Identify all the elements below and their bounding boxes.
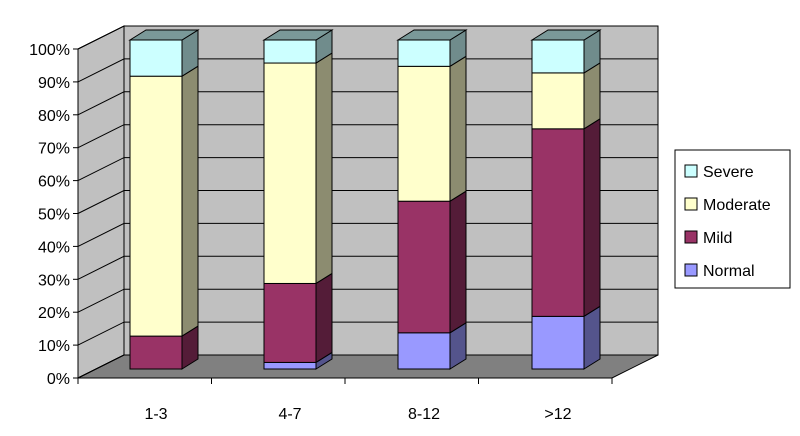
legend-label: Mild <box>703 230 732 247</box>
gridline <box>77 91 658 116</box>
bar-front <box>263 39 317 64</box>
bar-front <box>531 39 585 74</box>
bar-front <box>263 62 317 284</box>
x-tick-label: 8-12 <box>408 406 440 423</box>
legend-label: Moderate <box>703 197 771 214</box>
bar-segment-moderate <box>263 52 333 285</box>
bar-top <box>128 29 200 41</box>
gridline <box>77 25 658 50</box>
bar-front <box>263 361 317 370</box>
bar-top <box>530 29 602 41</box>
gridline <box>77 157 658 182</box>
bar-front <box>263 282 317 363</box>
bar-segment-normal <box>397 321 467 370</box>
bar-front <box>397 332 451 370</box>
gridline <box>77 124 658 149</box>
legend-swatch <box>684 263 698 277</box>
bar-front <box>531 128 585 317</box>
bar-segment-normal <box>531 305 601 370</box>
bar-side <box>315 52 333 285</box>
bar-segment-mild <box>263 272 333 364</box>
bar-segment-mild <box>397 190 467 334</box>
legend-item: Moderate <box>684 197 771 214</box>
bar-front <box>129 75 183 337</box>
bar-stack <box>262 29 334 370</box>
y-tick-label: 40% <box>38 239 70 256</box>
bar-stack <box>530 29 602 370</box>
axes <box>73 48 613 384</box>
legend-item: Normal <box>684 263 755 280</box>
y-axis-tick-labels: 0% 10% 20% 30% 40% 50% 60% 70% 80% 90% 100% <box>29 42 70 388</box>
x-axis-tick-labels: 1-3 4-7 8-12 >12 <box>144 406 571 423</box>
y-tick-label: 60% <box>38 174 70 191</box>
y-tick-label: 80% <box>38 108 70 125</box>
gridline <box>77 288 658 313</box>
x-tick-label: 1-3 <box>144 406 167 423</box>
gridline <box>77 190 658 214</box>
bar-front <box>531 72 585 130</box>
bar-side <box>315 272 333 364</box>
x-tick-label: 4-7 <box>278 406 301 423</box>
bar-side <box>583 305 601 370</box>
bar-segment-severe <box>530 29 602 74</box>
bar-front <box>531 315 585 370</box>
bar-segment-severe <box>128 29 200 78</box>
legend-swatch <box>684 197 698 211</box>
bar-top <box>262 29 334 41</box>
y-tick-label: 20% <box>38 305 70 322</box>
legend-label: Normal <box>703 263 755 280</box>
bar-segment-moderate <box>129 65 199 338</box>
bar-side <box>449 55 467 203</box>
bar-side <box>583 117 601 318</box>
gridline <box>77 255 658 280</box>
gridline <box>77 354 658 379</box>
legend-swatch <box>684 164 698 178</box>
bar-segment-moderate <box>397 55 467 203</box>
legend-label: Severe <box>703 164 754 181</box>
x-tick-label: >12 <box>544 406 571 423</box>
y-tick-label: 100% <box>29 42 70 59</box>
bar-side <box>181 65 199 338</box>
legend: Severe Moderate Mild Normal <box>674 149 791 289</box>
gridlines <box>77 25 658 379</box>
gridline <box>77 321 658 346</box>
legend-item: Severe <box>684 164 754 181</box>
bar-side <box>583 61 601 130</box>
y-tick-label: 50% <box>38 207 70 224</box>
bars <box>128 29 602 370</box>
y-tick-label: 30% <box>38 272 70 289</box>
bar-front <box>129 39 183 77</box>
bar-front <box>397 65 451 202</box>
bar-front <box>397 39 451 67</box>
bar-front <box>129 335 183 370</box>
bar-segment-mild <box>531 117 601 318</box>
gridline <box>77 222 658 247</box>
y-tick-label: 90% <box>38 75 70 92</box>
bar-top <box>396 29 468 41</box>
legend-item: Mild <box>684 230 732 247</box>
bar-segment-severe <box>262 29 334 64</box>
bar-segment-severe <box>396 29 468 68</box>
bar-stack <box>128 29 200 370</box>
y-tick-label: 0% <box>47 371 70 388</box>
y-tick-label: 70% <box>38 141 70 158</box>
legend-swatch <box>684 230 698 244</box>
bar-stack <box>396 29 468 370</box>
gridline <box>77 58 658 83</box>
bar-front <box>397 200 451 334</box>
bar-side <box>449 190 467 334</box>
y-tick-label: 10% <box>38 338 70 355</box>
